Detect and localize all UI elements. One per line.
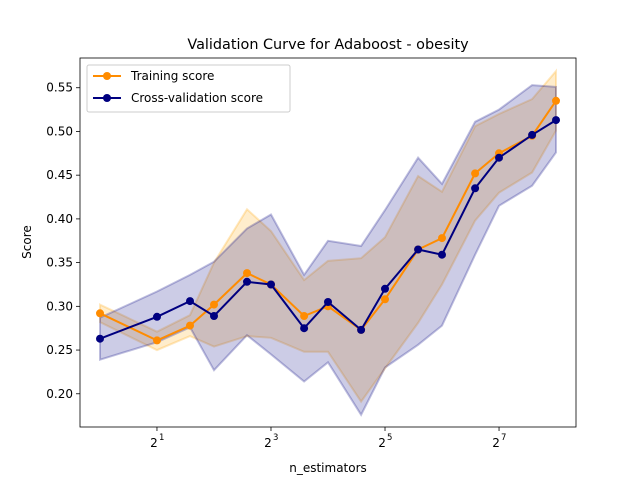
data-point-cv: [267, 280, 275, 289]
y-tick-label: 0.45: [46, 168, 73, 182]
data-point-training: [438, 234, 446, 243]
data-point-cv: [438, 250, 446, 259]
y-axis-label: Score: [20, 225, 34, 259]
data-point-training: [153, 336, 161, 345]
data-point-training: [186, 321, 194, 330]
data-point-cv: [414, 245, 423, 254]
data-point-cv: [495, 153, 503, 162]
data-point-cv: [210, 312, 218, 320]
y-tick-label: 0.25: [46, 343, 73, 357]
data-point-cv: [381, 284, 389, 293]
series-line-training: [99, 100, 557, 342]
data-point-training: [243, 269, 251, 278]
data-point-training: [552, 96, 560, 105]
data-point-cv: [528, 130, 537, 139]
x-axis-label: n_estimators: [289, 461, 367, 475]
data-point-cv: [186, 297, 194, 306]
x-tick-exponent: 7: [501, 433, 506, 443]
y-tick-label: 0.35: [46, 256, 73, 270]
legend-box: [86, 64, 291, 113]
x-tick-exponent: 5: [387, 433, 392, 443]
legend-cv-label: Cross-validation score: [131, 91, 263, 105]
series-line-cv: [99, 119, 557, 340]
chart-title: Validation Curve for Adaboost - obesity: [187, 37, 469, 53]
data-point-training: [471, 169, 480, 178]
x-tick-label: 2: [492, 436, 500, 450]
data-point-cv: [96, 334, 104, 343]
data-point-training: [210, 300, 218, 309]
y-tick-label: 0.50: [46, 124, 73, 138]
data-point-training: [381, 295, 389, 304]
data-point-cv: [300, 324, 309, 333]
data-point-cv: [357, 325, 366, 334]
x-tick-label: 2: [378, 436, 386, 450]
data-point-cv: [243, 277, 251, 286]
data-point-training: [96, 309, 104, 318]
x-tick-exponent: 1: [159, 433, 164, 443]
confidence-band-cv: [99, 84, 557, 417]
data-point-cv: [471, 184, 480, 193]
legend-training-marker: [103, 72, 111, 80]
legend-training-label: Training score: [130, 69, 214, 83]
x-tick-label: 2: [264, 436, 272, 450]
data-point-cv: [153, 312, 161, 321]
y-tick-label: 0.40: [46, 212, 73, 226]
plot-frame: [79, 57, 577, 428]
data-point-cv: [552, 116, 560, 125]
data-point-training: [300, 312, 309, 320]
y-tick-label: 0.20: [46, 387, 73, 401]
legend-cv-marker: [103, 94, 111, 102]
y-tick-label: 0.55: [46, 81, 73, 95]
legend: Training score Cross-validation score: [86, 64, 291, 113]
x-tick-label: 2: [150, 436, 158, 450]
x-tick-exponent: 3: [273, 433, 278, 443]
y-tick-label: 0.30: [46, 299, 73, 313]
data-point-cv: [324, 298, 332, 306]
